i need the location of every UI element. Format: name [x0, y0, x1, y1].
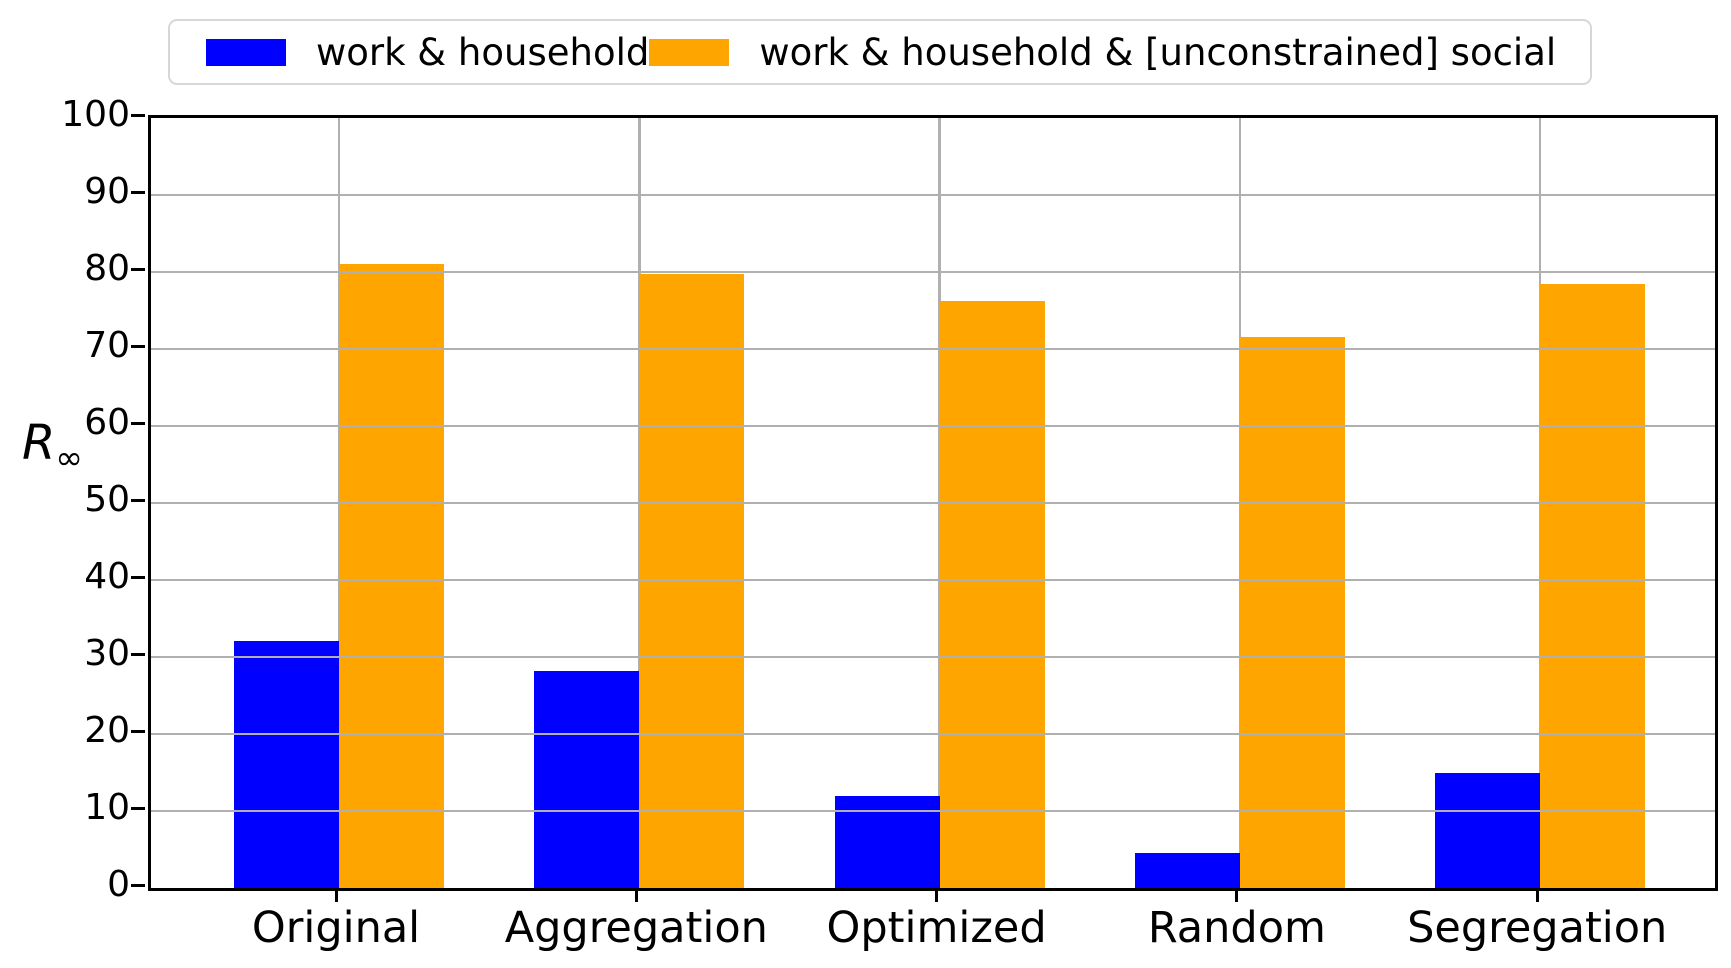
y-tick-label: 30 [84, 633, 130, 674]
y-tick-label: 10 [84, 787, 130, 828]
x-tick-label: Aggregation [504, 903, 768, 953]
x-tick-label: Segregation [1407, 903, 1668, 953]
gridline-horizontal [151, 809, 1715, 813]
y-tick-label: 40 [84, 556, 130, 597]
y-tick-label: 20 [84, 710, 130, 751]
gridline-horizontal [151, 347, 1715, 351]
y-tick-label: 70 [84, 325, 130, 366]
gridline-horizontal [151, 193, 1715, 197]
legend-item: work & household & [unconstrained] socia… [649, 34, 1556, 71]
gridline-horizontal [151, 732, 1715, 736]
y-tick-mark [131, 421, 145, 425]
legend-swatch [649, 38, 730, 66]
bar [234, 640, 339, 888]
y-tick-label: 100 [61, 94, 130, 135]
bar [939, 301, 1045, 888]
y-tick-mark [131, 498, 145, 502]
gridline-horizontal [151, 270, 1715, 274]
y-tick-mark [131, 190, 145, 194]
y-tick-label: 50 [84, 479, 130, 520]
x-tick-mark [1535, 888, 1539, 902]
bar [1239, 336, 1345, 888]
y-tick-mark [131, 575, 145, 579]
bar [1134, 852, 1240, 888]
y-tick-label: 80 [84, 248, 130, 289]
bar [534, 670, 640, 888]
bar [1435, 773, 1541, 888]
gridline-horizontal [151, 424, 1715, 428]
x-tick-mark [634, 888, 638, 902]
legend-swatch [206, 38, 286, 66]
legend: work & household work & household & [unco… [168, 19, 1592, 85]
y-tick-label: 90 [84, 171, 130, 212]
x-tick-mark [935, 888, 939, 902]
y-tick-mark [131, 113, 145, 117]
y-axis-label: R∞ [22, 415, 83, 477]
gridline-horizontal [151, 655, 1715, 659]
legend-label: work & household & [unconstrained] socia… [759, 30, 1557, 74]
y-tick-mark [131, 883, 145, 887]
y-tick-mark [131, 267, 145, 271]
gridline-horizontal [151, 501, 1715, 505]
y-tick-mark [131, 729, 145, 733]
plot-area [148, 115, 1718, 891]
x-tick-label: Random [1147, 903, 1326, 953]
legend-label: work & household [316, 30, 650, 74]
x-tick-mark [1235, 888, 1239, 902]
x-tick-label: Original [251, 903, 421, 953]
y-tick-mark [131, 344, 145, 348]
y-tick-label: 0 [107, 864, 130, 905]
x-tick-label: Optimized [826, 903, 1047, 953]
bar [339, 264, 444, 888]
legend-item: work & household [206, 34, 649, 71]
x-tick-mark [334, 888, 338, 902]
y-axis-label-subscript: ∞ [55, 438, 83, 477]
y-tick-mark [131, 652, 145, 656]
bar [1540, 284, 1646, 888]
y-tick-mark [131, 806, 145, 810]
y-axis-label-base: R [22, 415, 56, 471]
gridline-horizontal [151, 578, 1715, 582]
y-tick-label: 60 [84, 402, 130, 443]
